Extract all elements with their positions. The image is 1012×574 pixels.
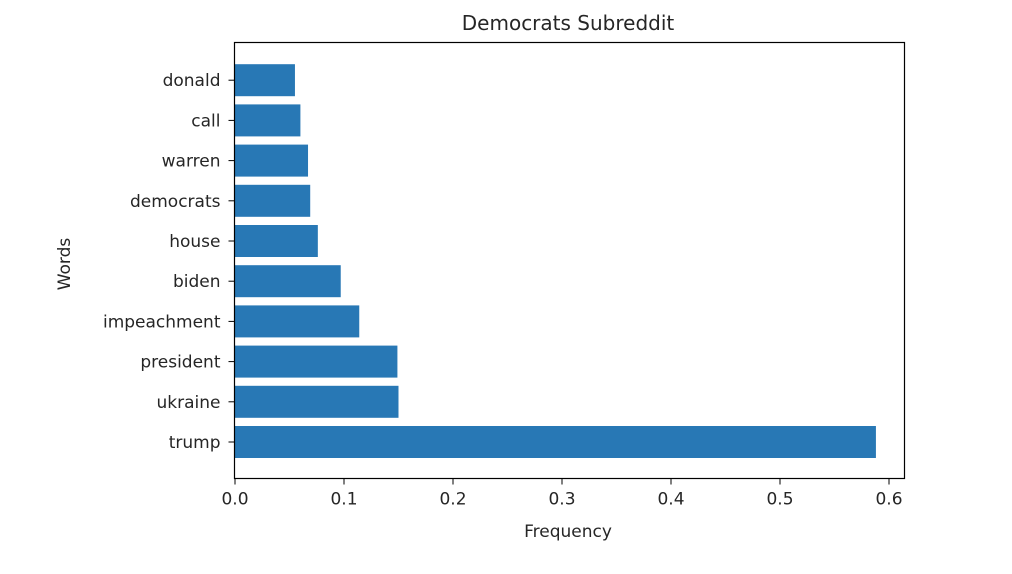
- y-tick-label: president: [140, 353, 220, 373]
- y-tick-label: democrats: [130, 192, 221, 212]
- y-tick-label: trump: [169, 433, 221, 453]
- bar-call: [235, 104, 301, 137]
- y-tick-label: ukraine: [157, 393, 221, 413]
- bar-trump: [235, 426, 876, 458]
- y-axis-ticks: trump ukraine president impeachment biden hou…: [103, 71, 235, 453]
- y-tick-label: impeachment: [103, 312, 221, 332]
- plot-frame: [233, 41, 906, 480]
- x-tick-label: 0.6: [875, 490, 902, 510]
- bar-impeachment: [235, 305, 360, 338]
- x-tick-label: 0.4: [657, 490, 684, 510]
- y-tick-label: call: [191, 111, 220, 131]
- x-tick-label: 0.0: [221, 490, 248, 510]
- bar-warren: [235, 144, 309, 177]
- x-tick-label: 0.5: [766, 490, 793, 510]
- chart-title: Democrats Subreddit: [462, 11, 675, 35]
- bar-democrats: [235, 184, 311, 217]
- x-axis-ticks: 0.0 0.1 0.2 0.3 0.4 0.5 0.6: [221, 478, 903, 510]
- x-tick-label: 0.2: [439, 490, 466, 510]
- y-tick-label: warren: [162, 152, 221, 172]
- bars-layer: [235, 64, 876, 458]
- bar-house: [235, 225, 318, 257]
- x-tick-label: 0.1: [330, 490, 357, 510]
- bar-donald: [235, 64, 295, 97]
- y-tick-label: house: [169, 232, 220, 252]
- bar-president: [235, 345, 398, 378]
- x-tick-label: 0.3: [548, 490, 575, 510]
- y-tick-label: donald: [163, 71, 221, 91]
- y-axis-title: Words: [55, 238, 75, 291]
- x-axis-title: Frequency: [524, 522, 612, 542]
- bar-ukraine: [235, 385, 399, 418]
- y-tick-label: biden: [173, 272, 221, 292]
- bar-biden: [235, 265, 341, 298]
